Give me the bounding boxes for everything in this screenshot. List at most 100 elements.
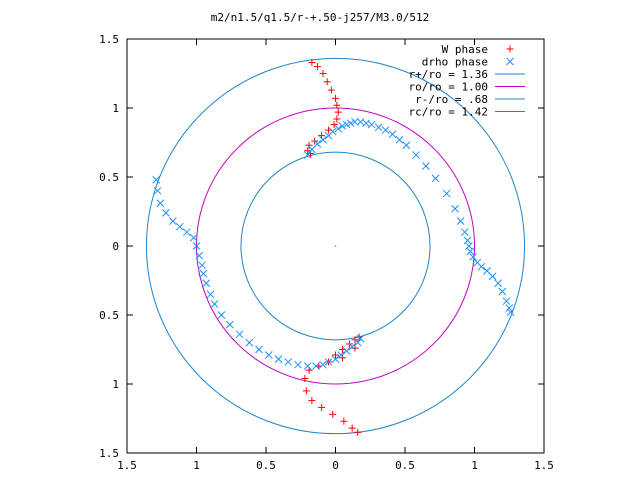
series-1-point-19 xyxy=(412,151,420,159)
series-0-point-2 xyxy=(319,70,327,77)
series-1-point-54-d2 xyxy=(217,311,226,319)
series-1-point-10 xyxy=(351,117,359,126)
series-0 xyxy=(301,58,363,436)
y-tick-label-6: 1.5 xyxy=(99,447,119,460)
series-1-point-63-d2 xyxy=(303,362,312,370)
series-0-point-7 xyxy=(334,108,342,116)
series-1-point-48-d2 xyxy=(195,251,204,260)
x-tick-label-2: 0.5 xyxy=(256,459,276,472)
series-1-point-54 xyxy=(217,311,226,319)
series-1-point-50 xyxy=(199,269,208,278)
legend-label-5: rc/ro = 1.42 xyxy=(409,106,488,119)
series-1-point-45 xyxy=(182,228,191,237)
series-1-point-38 xyxy=(506,308,515,317)
series-1-point-53-d2 xyxy=(210,300,219,308)
series-1-point-62 xyxy=(294,360,302,369)
series-1-point-28-d2 xyxy=(466,247,475,256)
series-1-point-56 xyxy=(235,330,244,339)
series-1-point-66-d2 xyxy=(324,358,333,366)
series-1-point-9 xyxy=(346,119,355,128)
series-1-point-39-d2 xyxy=(152,175,161,184)
series-1-point-6 xyxy=(334,124,343,133)
series-1-point-13-d2 xyxy=(367,120,376,129)
legend-label-1: drho phase xyxy=(422,56,488,69)
series-1-point-67 xyxy=(331,355,340,364)
series-1-point-22 xyxy=(442,189,451,198)
series-0-point-4 xyxy=(327,86,335,94)
series-1-point-49 xyxy=(198,261,206,270)
series-0-point-9 xyxy=(330,121,338,129)
data-series xyxy=(152,58,515,436)
series-1-point-33-d2 xyxy=(488,272,497,281)
series-1-point-16-d2 xyxy=(388,130,397,139)
series-1-point-47-d2 xyxy=(192,242,201,250)
y-tick-label-5: 1 xyxy=(112,378,119,391)
series-1-point-53 xyxy=(210,300,219,308)
series-1-point-15-d2 xyxy=(381,126,390,134)
series-1-point-62-d2 xyxy=(294,360,302,369)
y-tick-label-0: 1.5 xyxy=(99,33,119,46)
y-tick-label-4: 0.5 xyxy=(99,309,119,322)
series-1-point-31-d2 xyxy=(477,262,486,271)
series-1-point-18-d2 xyxy=(402,141,411,150)
series-0-point-30 xyxy=(329,410,337,418)
series-1-point-65 xyxy=(319,360,327,369)
series-1-point-52 xyxy=(206,290,215,299)
series-1-point-55 xyxy=(226,320,234,329)
series-1-point-14-d2 xyxy=(374,123,383,132)
series-0-point-33 xyxy=(354,428,362,436)
series-1-point-0 xyxy=(303,151,312,159)
series-1-point-68-d2 xyxy=(337,351,345,359)
x-tick-label-0: 1.5 xyxy=(117,459,137,472)
series-1-point-58 xyxy=(255,345,263,354)
series-0-point-0 xyxy=(308,58,316,66)
series-1-point-23-d2 xyxy=(451,204,459,213)
series-1-point-7 xyxy=(338,122,347,130)
series-1-point-55-d2 xyxy=(226,320,234,329)
series-1-point-36-d2 xyxy=(502,297,511,306)
x-tick-label-4: 0.5 xyxy=(395,459,415,472)
series-1-point-5 xyxy=(328,127,337,136)
series-0-point-8 xyxy=(333,115,341,123)
series-1-point-18 xyxy=(402,141,411,150)
series-1-point-7-d2 xyxy=(338,122,347,130)
series-1-point-65-d2 xyxy=(319,360,327,369)
series-1-point-72 xyxy=(356,334,365,343)
x-tick-label-5: 1 xyxy=(471,459,478,472)
legend-label-3: ro/ro = 1.00 xyxy=(409,81,488,94)
series-1-point-47 xyxy=(192,242,201,250)
center-marker xyxy=(334,245,337,247)
series-1-point-28 xyxy=(466,247,475,256)
series-1-point-46 xyxy=(189,233,198,242)
series-1-point-51-d2 xyxy=(202,279,211,288)
series-1-point-32-d2 xyxy=(483,266,491,275)
series-1-point-8-d2 xyxy=(342,120,351,129)
series-1-point-71-d2 xyxy=(353,338,362,347)
series-1-point-0-d2 xyxy=(303,151,312,159)
series-0-point-3 xyxy=(323,78,331,86)
series-1-point-57-d2 xyxy=(245,338,254,347)
series-1-point-31 xyxy=(477,262,486,271)
series-1-point-64 xyxy=(312,362,320,370)
series-1-point-70-d2 xyxy=(348,342,357,351)
series-1-point-59 xyxy=(264,351,273,359)
y-tick-label-1: 1 xyxy=(112,102,119,115)
series-1-point-21 xyxy=(431,174,440,183)
series-0-point-27 xyxy=(302,387,310,395)
series-1-point-8 xyxy=(342,120,351,129)
series-1-point-58-d2 xyxy=(255,345,263,354)
series-1-point-33 xyxy=(488,272,497,281)
series-1-point-40 xyxy=(153,186,162,195)
series-1-point-22-d2 xyxy=(442,189,451,198)
x-tick-label-3: 0 xyxy=(332,459,339,472)
series-1-point-35-d2 xyxy=(498,287,507,296)
series-1-point-61 xyxy=(284,358,293,366)
series-1-point-42-d2 xyxy=(162,209,170,217)
series-1-point-10-d2 xyxy=(351,117,359,126)
series-1-point-64-d2 xyxy=(312,362,320,370)
series-1-point-66 xyxy=(324,358,333,366)
circle-2 xyxy=(240,151,431,341)
series-1-point-72-d2 xyxy=(356,334,365,343)
